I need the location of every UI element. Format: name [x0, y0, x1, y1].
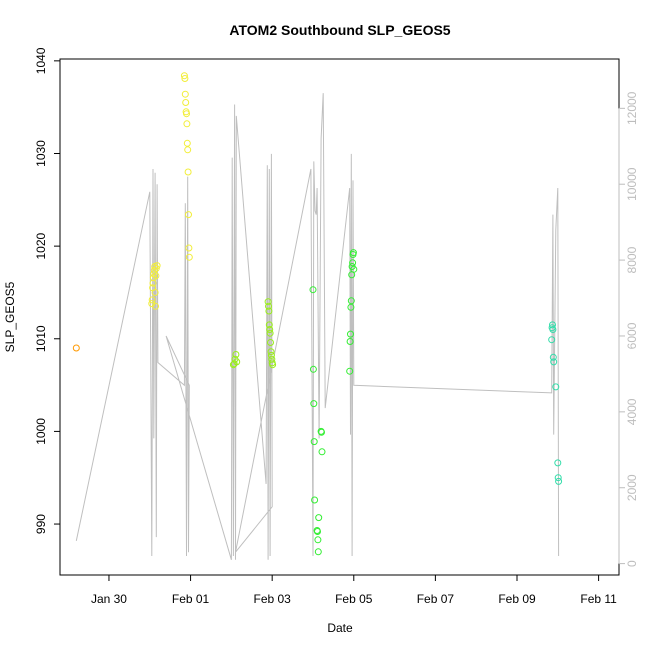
data-point [267, 351, 275, 359]
data-point [314, 528, 321, 535]
chart-title: ATOM2 Southbound SLP_GEOS5 [229, 22, 450, 38]
data-point [266, 326, 274, 333]
x-tick-label: Feb 01 [172, 592, 210, 606]
data-point [346, 367, 354, 375]
data-point [346, 338, 354, 345]
data-point [267, 348, 275, 356]
data-points-layer [72, 72, 563, 556]
data-point [182, 99, 190, 106]
data-point [310, 438, 318, 446]
x-tick-label: Jan 30 [91, 592, 127, 606]
data-point [265, 302, 272, 310]
data-point [311, 496, 319, 504]
data-point [349, 249, 357, 257]
data-point [269, 361, 277, 369]
data-point [153, 262, 161, 270]
data-point [555, 477, 563, 485]
y-tick-label: 1020 [34, 232, 48, 259]
y2-tick-label: 0 [625, 560, 639, 567]
data-point [552, 383, 560, 391]
data-point [265, 307, 273, 315]
data-point [233, 358, 241, 366]
data-point [266, 329, 274, 337]
data-point [318, 428, 325, 436]
data-point [150, 270, 158, 278]
data-point [549, 321, 556, 329]
x-axis: Jan 30 Feb 01 Feb 03 Feb 05 Feb 07 Feb 09 Feb … [91, 575, 617, 606]
y2-tick-label: 6000 [625, 322, 639, 349]
y-tick-label: 1040 [34, 47, 48, 74]
data-point [148, 296, 156, 304]
data-point [550, 358, 558, 366]
data-point [318, 448, 326, 456]
data-point [185, 211, 192, 219]
x-tick-label: Feb 11 [580, 592, 617, 606]
data-point [314, 536, 322, 544]
data-point [184, 146, 192, 154]
data-point [181, 90, 189, 98]
data-point [152, 264, 160, 272]
data-point [232, 351, 240, 358]
y-axis-label: SLP_GEOS5 [3, 281, 17, 352]
y2-tick-label: 12000 [625, 91, 639, 125]
data-point [181, 75, 189, 82]
data-point [267, 339, 274, 346]
data-point [183, 110, 190, 118]
data-point [309, 365, 317, 373]
data-point [347, 297, 355, 305]
data-point [350, 265, 358, 273]
data-point [554, 474, 562, 482]
data-point [183, 139, 191, 147]
data-point [310, 400, 318, 408]
data-point [549, 353, 557, 361]
x-tick-label: Feb 03 [253, 592, 291, 606]
y-tick-label: 1030 [34, 140, 48, 167]
data-point [152, 272, 160, 280]
x-tick-label: Feb 07 [417, 592, 455, 606]
y-tick-label: 1010 [34, 325, 48, 352]
data-point [264, 298, 272, 306]
right-y-axis: 0 2000 4000 6000 8000 10000 12000 [618, 91, 639, 567]
data-point [314, 548, 322, 556]
y-tick-label: 1000 [34, 418, 48, 445]
data-point [548, 336, 556, 344]
y2-tick-label: 8000 [625, 246, 639, 273]
x-tick-label: Feb 09 [498, 592, 536, 606]
data-point [183, 120, 191, 128]
track-line-layer [75, 93, 560, 560]
data-point [184, 168, 192, 176]
x-tick-label: Feb 05 [335, 592, 373, 606]
data-point [151, 289, 159, 296]
data-point [347, 330, 354, 338]
data-point [349, 259, 357, 267]
data-point [185, 244, 193, 252]
data-point [180, 72, 188, 80]
data-point [265, 321, 273, 329]
data-point [347, 303, 355, 311]
data-point [72, 344, 80, 352]
plot-frame [59, 58, 620, 576]
y2-tick-label: 2000 [625, 474, 639, 501]
data-point [152, 302, 159, 310]
data-point [554, 459, 562, 467]
y-axis: 990 1000 1010 1020 1030 1040 [34, 47, 60, 534]
data-point [315, 514, 323, 522]
y2-tick-label: 10000 [625, 167, 639, 201]
data-point [185, 253, 193, 261]
x-axis-label: Date [327, 621, 353, 635]
track-line [75, 93, 560, 560]
y2-tick-label: 4000 [625, 398, 639, 425]
data-point [549, 326, 557, 333]
y-tick-label: 990 [34, 514, 48, 534]
data-point [309, 286, 317, 294]
